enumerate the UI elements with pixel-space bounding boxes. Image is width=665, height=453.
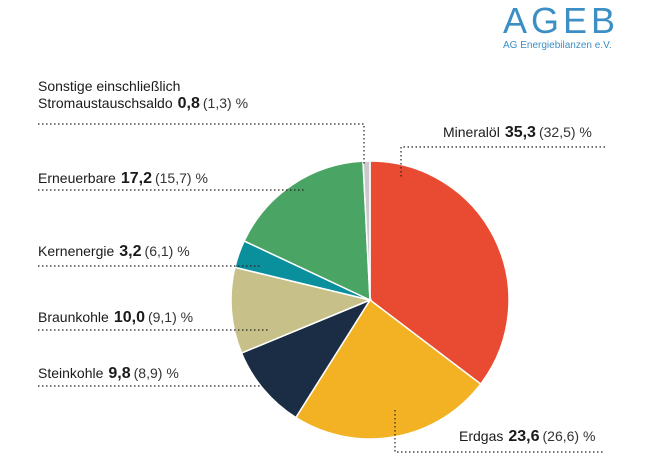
label-braunkohle: Braunkohle 10,0 (9,1) % [38,309,193,326]
value-steinkohle: 9,8 [108,365,131,382]
label-braunkohle-name: Braunkohle [38,309,109,325]
label-mineraloel-name: Mineralöl [443,124,500,140]
label-erdgas-name: Erdgas [459,428,504,444]
prev-mineraloel: (32,5) [538,124,576,140]
pie-slice-erneuerbare [243,160,371,302]
value-sonstige: 0,8 [177,95,200,112]
prev-steinkohle: (8,9) [133,365,163,381]
leader-lines [38,123,605,453]
leader-line-mineraloel [400,146,605,178]
label-erdgas: Erdgas 23,6 (26,6) % [459,428,595,445]
label-steinkohle-name: Steinkohle [38,365,104,381]
prev-erneuerbare: (15,7) [154,170,192,186]
pie-slice-erdgas [294,298,482,440]
unit-braunkohle: % [180,309,194,325]
unit-mineraloel: % [579,124,592,140]
value-mineraloel: 35,3 [504,124,536,141]
label-erneuerbare: Erneuerbare 17,2 (15,7) % [38,170,208,187]
label-sonstige-line1: Sonstige einschließlich [38,78,181,94]
label-steinkohle: Steinkohle 9,8 (8,9) % [38,365,179,382]
prev-kernenergie: (6,1) [144,243,174,259]
unit-steinkohle: % [166,365,179,381]
prev-sonstige: (1,3) [202,95,232,111]
unit-sonstige: % [235,95,249,111]
label-sonstige: Sonstige einschließlich Stromaustauschsa… [38,78,248,112]
label-kernenergie: Kernenergie 3,2 (6,1) % [38,243,190,260]
value-erneuerbare: 17,2 [120,170,152,187]
unit-erneuerbare: % [195,170,208,186]
prev-erdgas: (26,6) [542,428,580,444]
label-erneuerbare-name: Erneuerbare [38,170,116,186]
pie-slice-sonstige [362,160,371,301]
value-braunkohle: 10,0 [113,309,145,326]
pie-slice-steinkohle [240,298,372,419]
ageb-logo: AGEB [503,0,620,41]
label-mineraloel: Mineralöl 35,3 (32,5) % [443,124,592,141]
leader-line-sonstige [38,123,365,165]
prev-braunkohle: (9,1) [147,309,177,325]
value-kernenergie: 3,2 [119,243,142,260]
unit-kernenergie: % [177,243,190,259]
value-erdgas: 23,6 [508,428,540,445]
unit-erdgas: % [582,428,596,444]
ageb-logo-subtitle: AG Energiebilanzen e.V. [503,40,612,51]
pie-slice-mineraloel [369,160,510,386]
label-kernenergie-name: Kernenergie [38,243,115,259]
label-sonstige-line2-row: Stromaustauschsaldo 0,8 (1,3) % [38,95,248,112]
pie-slice-braunkohle [230,266,373,355]
label-sonstige-line2: Stromaustauschsaldo [38,95,173,111]
pie-slices [230,160,510,440]
